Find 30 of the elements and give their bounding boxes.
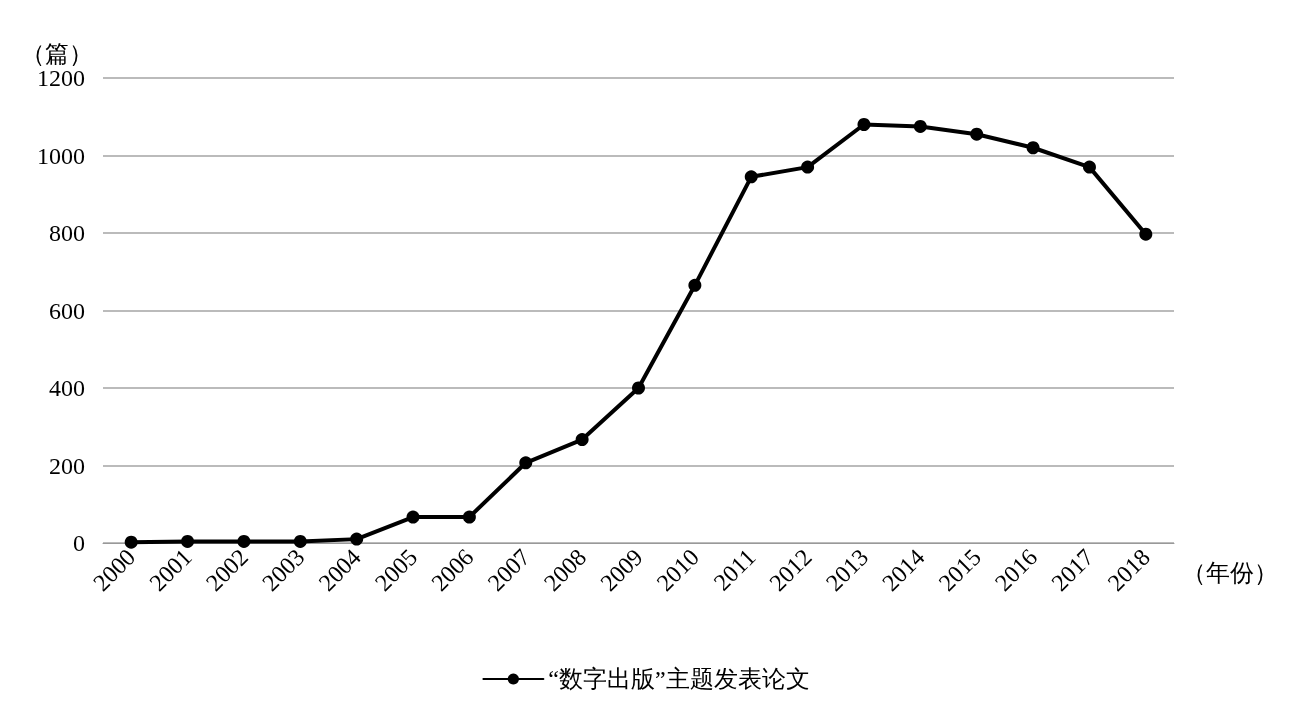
- point: [632, 381, 645, 395]
- point: [744, 170, 758, 184]
- point: [124, 535, 138, 549]
- point: [293, 534, 307, 548]
- y-tick-label: 200: [49, 452, 85, 479]
- x-tick-label: 2011: [708, 543, 761, 596]
- point: [1082, 160, 1096, 174]
- point: [350, 532, 364, 546]
- point: [970, 127, 984, 141]
- y-tick-label: 1000: [37, 142, 85, 169]
- y-tick-label: 400: [49, 375, 85, 401]
- point: [1026, 141, 1040, 155]
- point: [688, 278, 702, 292]
- y-tick-label: 800: [49, 220, 85, 246]
- point: [857, 118, 871, 131]
- point: [237, 534, 251, 548]
- y-tick-label: 0: [73, 530, 85, 556]
- legend-label: “数字出版”主题发表论文: [548, 666, 810, 692]
- point: [462, 510, 476, 524]
- x-axis-title: （年份）: [1182, 560, 1278, 586]
- y-tick-label: 600: [49, 297, 85, 324]
- point: [913, 119, 927, 133]
- point: [801, 160, 815, 174]
- point: [575, 433, 589, 447]
- point: [406, 510, 420, 524]
- point: [519, 456, 533, 470]
- point: [181, 534, 195, 548]
- y-tick-label: 1200: [37, 65, 85, 91]
- y-axis-title: （篇）: [21, 41, 93, 67]
- point: [1139, 227, 1153, 241]
